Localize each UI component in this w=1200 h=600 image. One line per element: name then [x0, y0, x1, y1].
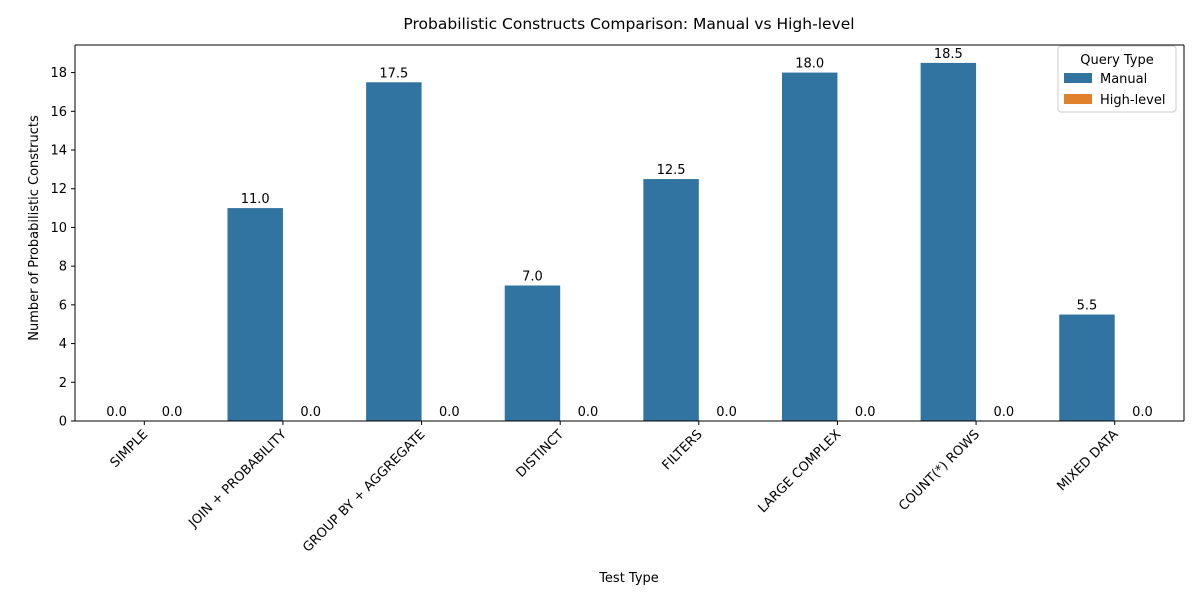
data-label: 0.0 — [855, 405, 876, 420]
bar-manual — [781, 72, 838, 421]
data-label: 12.5 — [657, 163, 686, 178]
data-label: 0.0 — [1132, 405, 1153, 420]
data-label: 7.0 — [522, 270, 543, 285]
data-label: 0.0 — [993, 405, 1014, 420]
bar-manual — [366, 82, 422, 421]
x-tick-label: MIXED DATA — [1054, 427, 1121, 494]
chart-title: Probabilistic Constructs Comparison: Man… — [403, 15, 854, 33]
plot-area: 0.0 0.0 11.0 0.0 17.5 0.0 7.0 0.0 12.5 0.0 18.0 0.0… — [50, 44, 1185, 555]
y-tick-label: 8 — [59, 260, 67, 275]
y-tick-label: 16 — [50, 105, 67, 120]
data-label: 0.0 — [162, 405, 183, 420]
data-label: 11.0 — [241, 192, 270, 207]
bar-manual — [227, 208, 283, 421]
legend-swatch — [1064, 73, 1092, 83]
legend-swatch — [1064, 94, 1092, 104]
bar-manual — [504, 285, 561, 421]
bar-manual — [643, 179, 699, 421]
x-tick-label: JOIN + PROBABILITY — [186, 427, 290, 531]
data-label: 5.5 — [1077, 299, 1098, 314]
data-label: 0.0 — [106, 405, 127, 420]
data-label: 0.0 — [578, 405, 599, 420]
data-label: 18.5 — [934, 47, 963, 62]
y-tick-label: 4 — [59, 337, 67, 352]
data-label: 18.0 — [795, 57, 824, 72]
y-tick-label: 14 — [50, 144, 67, 159]
bar-manual — [1059, 314, 1115, 421]
x-tick-label: COUNT(*) ROWS — [896, 427, 983, 514]
data-label: 0.0 — [716, 405, 737, 420]
x-tick-label: GROUP BY + AGGREGATE — [300, 427, 428, 555]
data-label: 0.0 — [300, 405, 321, 420]
x-tick-label: DISTINCT — [514, 427, 568, 481]
x-tick-label: FILTERS — [660, 427, 706, 473]
y-axis-label: Number of Probabilistic Constructs — [27, 115, 42, 341]
data-label: 17.5 — [379, 66, 408, 81]
y-tick-label: 6 — [59, 298, 67, 313]
legend-item-label: High-level — [1100, 93, 1165, 108]
bar-manual — [920, 62, 977, 422]
legend-item-label: Manual — [1100, 72, 1147, 87]
y-tick-label: 12 — [50, 182, 67, 197]
y-tick-label: 2 — [59, 376, 67, 391]
legend-title: Query Type — [1080, 53, 1154, 68]
x-axis-label: Test Type — [598, 571, 659, 586]
data-label: 0.0 — [439, 405, 460, 420]
y-tick-label: 10 — [50, 221, 67, 236]
y-tick-label: 18 — [50, 66, 67, 81]
x-tick-label: SIMPLE — [108, 427, 152, 471]
x-tick-label: LARGE COMPLEX — [755, 427, 844, 516]
y-tick-label: 0 — [59, 415, 67, 430]
